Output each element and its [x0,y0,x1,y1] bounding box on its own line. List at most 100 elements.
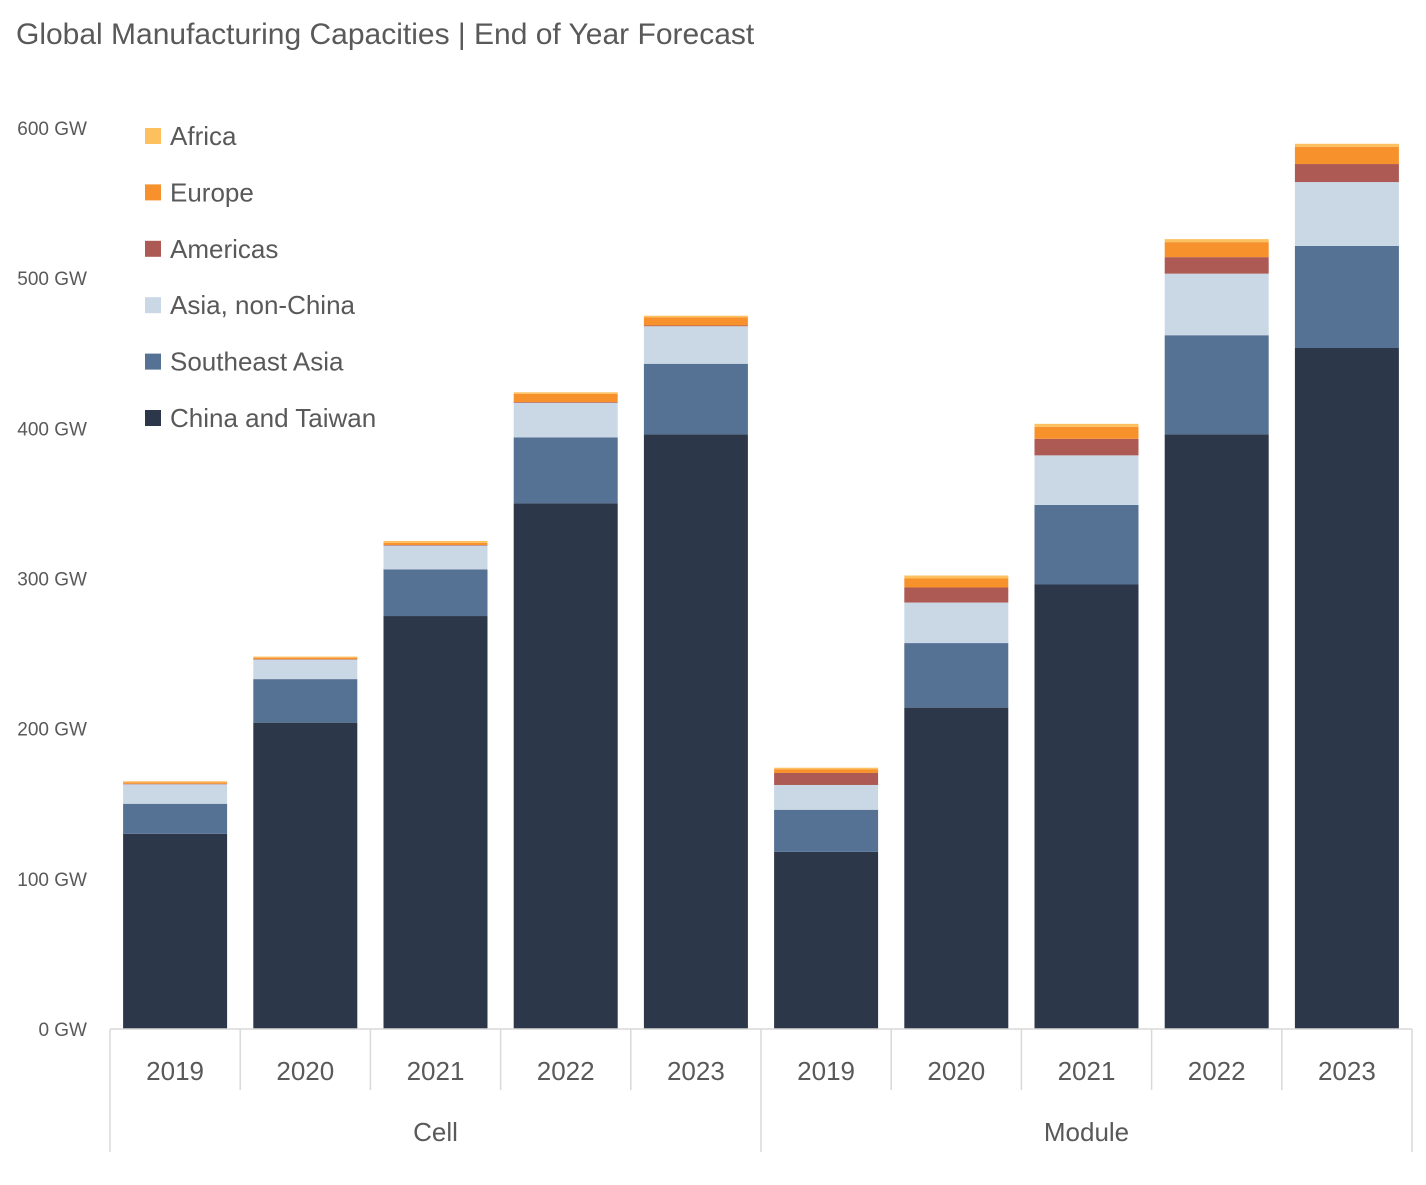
y-axis: 0 GW 100 GW 200 GW 300 GW 400 GW 500 GW 600 GW [17,119,87,1041]
x-tick-label: 2021 [1058,1056,1116,1086]
bar-segment-asia-non-china [774,784,879,810]
bar-segment-asia-non-china [643,326,748,364]
bar-segment-asia-non-china [513,402,618,438]
x-tick-label: 2021 [407,1056,465,1086]
legend-item: Southeast Asia [145,347,344,377]
legend-item: Americas [145,234,278,264]
bar-segment-americas [904,587,1009,603]
bar-segment-americas [774,772,879,785]
bar-segment-americas [1034,438,1139,456]
y-tick-label: 0 GW [38,1020,87,1041]
legend-label: Asia, non-China [170,290,356,320]
bar-segment-europe [513,393,618,403]
x-tick-label: 2023 [667,1056,725,1086]
bar-segment-southeast-asia [383,569,488,617]
bar-segment-china-and-taiwan [1294,347,1399,1030]
bar-segment-china-and-taiwan [513,503,618,1030]
legend-label: China and Taiwan [170,403,376,433]
bar-segment-southeast-asia [774,809,879,852]
legend-swatch [145,297,161,314]
y-tick-label: 300 GW [17,570,87,591]
bar-segment-europe [1294,146,1399,165]
x-tick-label: 2022 [537,1056,595,1086]
x-tick-label: 2019 [146,1056,204,1086]
x-tick-label: 2023 [1318,1056,1376,1086]
legend-item: China and Taiwan [145,403,376,433]
legend-item: Asia, non-China [145,290,356,320]
bar-segment-africa [513,392,618,394]
bar-segment-africa [1164,239,1269,243]
bar-segment-southeast-asia [253,679,358,723]
bar-segment-southeast-asia [1034,504,1139,585]
bar-segment-southeast-asia [513,437,618,504]
bar-segment-africa [774,767,879,770]
legend-swatch [145,240,161,257]
legend-item: Europe [145,177,254,207]
bar-segment-europe [253,657,358,660]
bar-segment-americas [1164,257,1269,274]
bar-segment-americas [253,659,358,660]
x-axis: 2019 2020 2021 2022 2023 Cell 2019 2020 2021 2022… [109,1028,1413,1152]
legend-item: Africa [145,121,237,151]
bar-segment-europe [774,769,879,773]
legend: Africa Europe Americas Asia, non-China South… [145,121,376,433]
bar-segment-americas [383,545,488,546]
legend-label: Southeast Asia [170,347,344,377]
bar-segment-china-and-taiwan [253,722,358,1029]
bar-segment-africa [643,315,748,318]
bar-segment-asia-non-china [383,545,488,570]
bar-segment-asia-non-china [1034,455,1139,505]
chart-title: Global Manufacturing Capacities | End of… [16,18,755,51]
bar-segment-europe [1034,426,1139,439]
bar-segment-africa [383,540,488,543]
bar-segment-africa [253,656,358,658]
bar-segment-europe [123,782,228,784]
bar-segment-asia-non-china [1294,182,1399,246]
bar-segment-africa [123,781,228,783]
legend-label: Africa [170,121,237,151]
group-label: Cell [413,1117,458,1147]
legend-swatch [145,184,161,201]
bar-segment-europe [643,317,748,326]
bar-segment-europe [1164,242,1269,258]
y-tick-label: 100 GW [17,870,87,891]
y-tick-label: 600 GW [17,119,87,140]
x-tick-label: 2022 [1188,1056,1246,1086]
bars [123,143,1399,1030]
bar-segment-china-and-taiwan [123,833,228,1029]
bar-segment-southeast-asia [643,363,748,435]
bar-segment-china-and-taiwan [1164,434,1269,1030]
bar-segment-americas [513,402,618,403]
bar-segment-africa [1034,423,1139,427]
legend-swatch [145,353,161,370]
bar-segment-china-and-taiwan [643,434,748,1030]
bar-segment-southeast-asia [123,803,228,834]
bar-segment-africa [1294,143,1399,147]
y-tick-label: 500 GW [17,269,87,290]
y-tick-label: 200 GW [17,720,87,741]
bar-segment-asia-non-china [904,602,1009,644]
bar-segment-americas [1294,164,1399,183]
bar-segment-americas [643,325,748,327]
bar-segment-china-and-taiwan [383,616,488,1029]
bar-segment-europe [904,578,1009,588]
bar-segment-southeast-asia [1294,245,1399,348]
legend-label: Americas [170,234,278,264]
bar-segment-asia-non-china [1164,273,1269,336]
bar-segment-americas [123,783,228,785]
y-tick-label: 400 GW [17,419,87,440]
bar-segment-asia-non-china [123,784,228,804]
bar-segment-china-and-taiwan [1034,584,1139,1029]
x-tick-label: 2020 [276,1056,334,1086]
bar-segment-china-and-taiwan [774,851,879,1029]
bar-segment-europe [383,542,488,546]
bar-segment-southeast-asia [904,643,1009,708]
x-tick-label: 2019 [797,1056,855,1086]
legend-swatch [145,128,161,144]
group-label: Module [1044,1117,1129,1147]
legend-label: Europe [170,177,254,207]
legend-swatch [145,410,161,426]
x-tick-label: 2020 [927,1056,985,1086]
bar-segment-asia-non-china [253,659,358,680]
bar-segment-africa [904,575,1009,579]
